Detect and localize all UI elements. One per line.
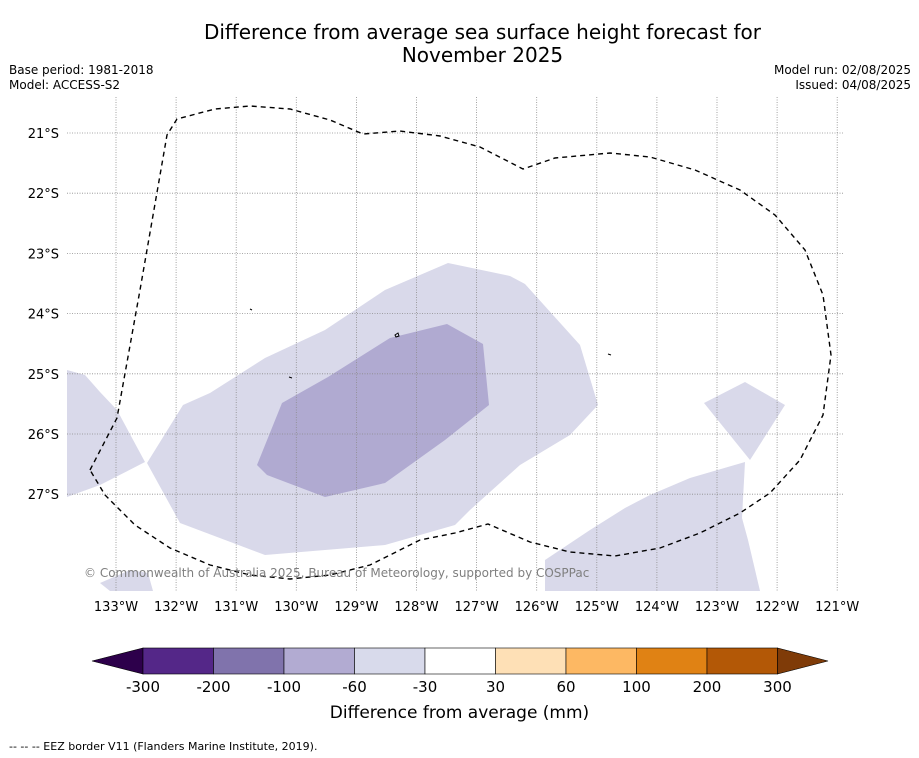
colorbar-tick-label: 30 (486, 678, 505, 696)
colorbar-extend-max (777, 647, 829, 675)
colorbar-tick-label: 200 (693, 678, 722, 696)
eez-footnote: -- -- -- EEZ border V11 (Flanders Marine… (9, 740, 318, 753)
latitude-label: 23°S (28, 247, 59, 262)
colorbar-segment (354, 647, 426, 675)
latitude-label: 21°S (28, 127, 59, 142)
longitude-label: 130°W (274, 600, 318, 615)
island-4 (607, 353, 612, 356)
latitude-label: 27°S (28, 488, 59, 503)
longitude-label: 127°W (455, 600, 499, 615)
island-3 (288, 376, 293, 379)
anomaly-region-southeast (545, 462, 760, 591)
longitude-label: 132°W (154, 600, 198, 615)
longitude-label: 129°W (334, 600, 378, 615)
model-run-text: Model run: 02/08/2025 (773, 63, 911, 77)
islands (249, 308, 612, 379)
chart-title-line-1: Difference from average sea surface heig… (203, 20, 762, 44)
longitude-label: 131°W (214, 600, 258, 615)
island-1 (394, 332, 400, 338)
map-panel: © Commonwealth of Australia 2025, Bureau… (67, 97, 843, 591)
colorbar-segment (495, 647, 567, 675)
colorbar-tick-label: -200 (196, 678, 230, 696)
anomaly-region-southwest (100, 570, 153, 591)
anomaly-region-core (257, 324, 489, 497)
eez-border (89, 105, 832, 580)
colorbar-segment (636, 647, 708, 675)
chart-title-line-2: November 2025 (401, 43, 564, 67)
longitude-label: 122°W (755, 600, 799, 615)
longitude-labels: 133°W 132°W 131°W 130°W 129°W 128°W 127°W 126°W… (94, 600, 860, 615)
latitude-labels: 21°S 22°S 23°S 24°S 25°S 26°S 27°S (28, 127, 59, 503)
colorbar-tick-label: -300 (126, 678, 160, 696)
colorbar-tick-label: -100 (267, 678, 301, 696)
longitude-label: 125°W (575, 600, 619, 615)
colorbar-tick-label: 100 (622, 678, 651, 696)
colorbar-tick-label: 300 (763, 678, 792, 696)
base-period-text: Base period: 1981-2018 (9, 63, 154, 77)
map-attribution: © Commonwealth of Australia 2025, Bureau… (84, 566, 589, 580)
meta-right: Model run: 02/08/2025 Issued: 04/08/2025 (774, 63, 911, 93)
anomaly-region-east (704, 382, 785, 460)
latitude-label: 25°S (28, 368, 59, 383)
latitude-label: 26°S (28, 428, 59, 443)
colorbar-segment (213, 647, 285, 675)
longitude-label: 124°W (635, 600, 679, 615)
colorbar-segment (283, 647, 355, 675)
colorbar-tick-label: -30 (413, 678, 438, 696)
longitude-label: 126°W (515, 600, 559, 615)
colorbar: -300 -200 -100 -60 -30 30 60 100 200 300 (91, 647, 829, 696)
longitude-label: 133°W (94, 600, 138, 615)
anomaly-region-west (67, 370, 145, 497)
longitude-label: 123°W (695, 600, 739, 615)
latitude-label: 24°S (28, 308, 59, 323)
meta-left: Base period: 1981-2018 Model: ACCESS-S2 (9, 63, 154, 93)
colorbar-segment (565, 647, 637, 675)
colorbar-title: Difference from average (mm) (329, 703, 590, 723)
model-text: Model: ACCESS-S2 (9, 78, 121, 92)
longitude-label: 121°W (815, 600, 859, 615)
latitude-label: 22°S (28, 187, 59, 202)
colorbar-tick-label: 60 (556, 678, 575, 696)
longitude-label: 128°W (394, 600, 438, 615)
colorbar-tick-label: -60 (342, 678, 367, 696)
colorbar-segment (706, 647, 778, 675)
gridlines (67, 97, 843, 591)
colorbar-segment (424, 647, 496, 675)
island-2 (249, 308, 253, 311)
colorbar-segment (142, 647, 214, 675)
colorbar-extend-min (91, 647, 144, 675)
issued-text: Issued: 04/08/2025 (795, 78, 911, 92)
